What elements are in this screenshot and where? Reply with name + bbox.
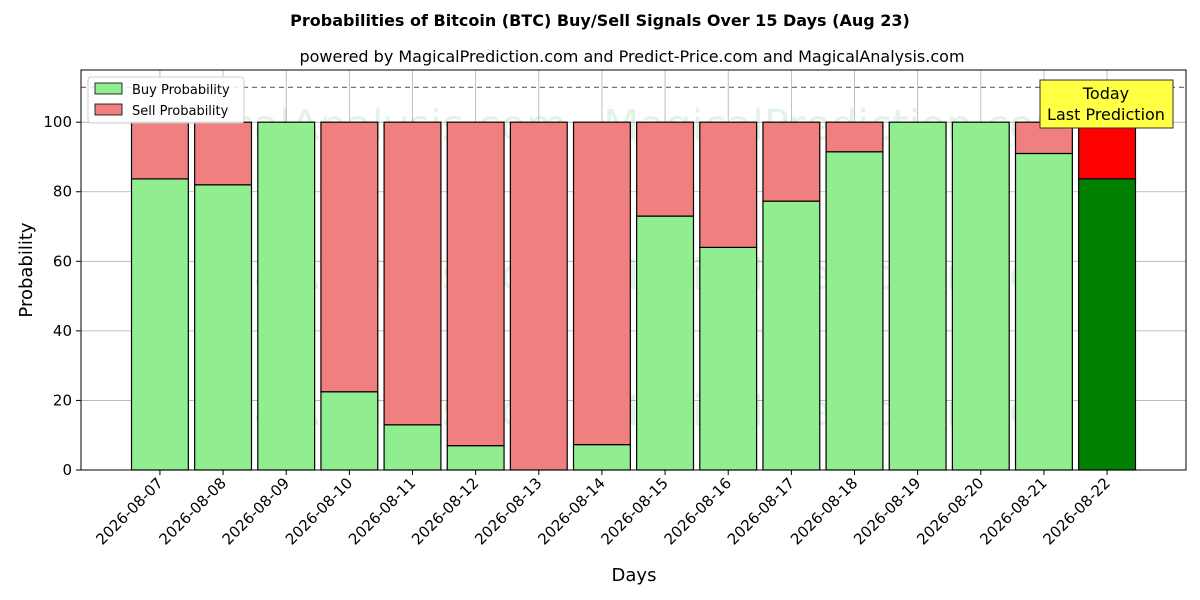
- bars: [130, 121, 1137, 471]
- legend-label-buy: Buy Probability: [132, 83, 230, 98]
- x-tick-label: 2026-08-14: [534, 474, 608, 548]
- x-axis-label: Days: [612, 565, 657, 586]
- sell-bar-2026-08-08: [194, 121, 253, 186]
- sell-bar-2026-08-14: [572, 121, 631, 446]
- legend: Buy Probability Sell Probability: [87, 76, 245, 124]
- sell-bar-2026-08-18: [825, 121, 884, 153]
- sell-bar-2026-08-07: [130, 121, 189, 180]
- legend-label-sell: Sell Probability: [132, 104, 229, 119]
- buy-bar-2026-08-12: [446, 445, 505, 471]
- x-tick-label: 2026-08-17: [724, 474, 798, 548]
- buy-bar-2026-08-22: [1078, 178, 1137, 471]
- y-tick-label: 0: [62, 461, 72, 479]
- legend-swatch-sell: [94, 103, 123, 116]
- x-tick-label: 2026-08-08: [156, 474, 230, 548]
- buy-bar-2026-08-16: [699, 246, 758, 471]
- sell-bar-2026-08-17: [762, 121, 821, 202]
- axes: [80, 69, 1187, 471]
- today-annotation-box: [1039, 79, 1174, 129]
- x-tick-label: 2026-08-18: [787, 474, 861, 548]
- today-annotation-line2: Last Prediction: [1047, 105, 1165, 124]
- x-tick-label: 2026-08-22: [1040, 474, 1114, 548]
- today-annotation-line1: Today: [1082, 84, 1129, 103]
- x-tick-label: 2026-08-09: [219, 474, 293, 548]
- sell-bar-2026-08-22: [1078, 121, 1137, 180]
- x-tick-label: 2026-08-12: [408, 474, 482, 548]
- x-tick-label: 2026-08-13: [471, 474, 545, 548]
- y-tick-label: 60: [53, 252, 72, 270]
- x-tick-label: 2026-08-16: [661, 474, 735, 548]
- x-tick-label: 2026-08-19: [850, 474, 924, 548]
- y-axis-label: Probability: [16, 222, 37, 317]
- chart-title: Probabilities of Bitcoin (BTC) Buy/Sell …: [290, 11, 910, 30]
- y-tick-label: 100: [43, 113, 72, 131]
- sell-bar-2026-08-10: [320, 121, 379, 393]
- buy-bar-2026-08-19: [888, 121, 947, 471]
- buy-bar-2026-08-07: [130, 178, 189, 471]
- buy-bar-2026-08-08: [194, 184, 253, 471]
- chart-subtitle: powered by MagicalPrediction.com and Pre…: [299, 47, 964, 66]
- today-annotation: Today Last Prediction: [1039, 79, 1174, 129]
- y-tick-label: 20: [53, 391, 72, 409]
- buy-bar-2026-08-21: [1014, 152, 1073, 471]
- x-tick-label: 2026-08-07: [92, 474, 166, 548]
- x-tick-label: 2026-08-15: [598, 474, 672, 548]
- sell-bar-2026-08-15: [636, 121, 695, 217]
- x-tick-label: 2026-08-10: [282, 474, 356, 548]
- y-tick-label: 40: [53, 322, 72, 340]
- y-tick-label: 80: [53, 183, 72, 201]
- x-tick-label: 2026-08-21: [976, 474, 1050, 548]
- legend-swatch-buy: [94, 82, 123, 95]
- x-tick-label: 2026-08-20: [913, 474, 987, 548]
- sell-bar-2026-08-11: [383, 121, 442, 426]
- plot-frame: [80, 69, 1187, 471]
- buy-bar-2026-08-14: [572, 444, 631, 471]
- legend-box: [87, 76, 245, 124]
- buy-bar-2026-08-15: [636, 215, 695, 471]
- buy-bar-2026-08-17: [762, 200, 821, 471]
- buy-bar-2026-08-18: [825, 151, 884, 471]
- sell-bar-2026-08-16: [699, 121, 758, 248]
- x-tick-label: 2026-08-11: [345, 474, 419, 548]
- sell-bar-2026-08-12: [446, 121, 505, 447]
- buy-bar-2026-08-09: [257, 121, 316, 471]
- buy-bar-2026-08-20: [951, 121, 1010, 471]
- sell-bar-2026-08-13: [509, 121, 568, 471]
- buy-bar-2026-08-10: [320, 391, 379, 471]
- buy-bar-2026-08-11: [383, 424, 442, 471]
